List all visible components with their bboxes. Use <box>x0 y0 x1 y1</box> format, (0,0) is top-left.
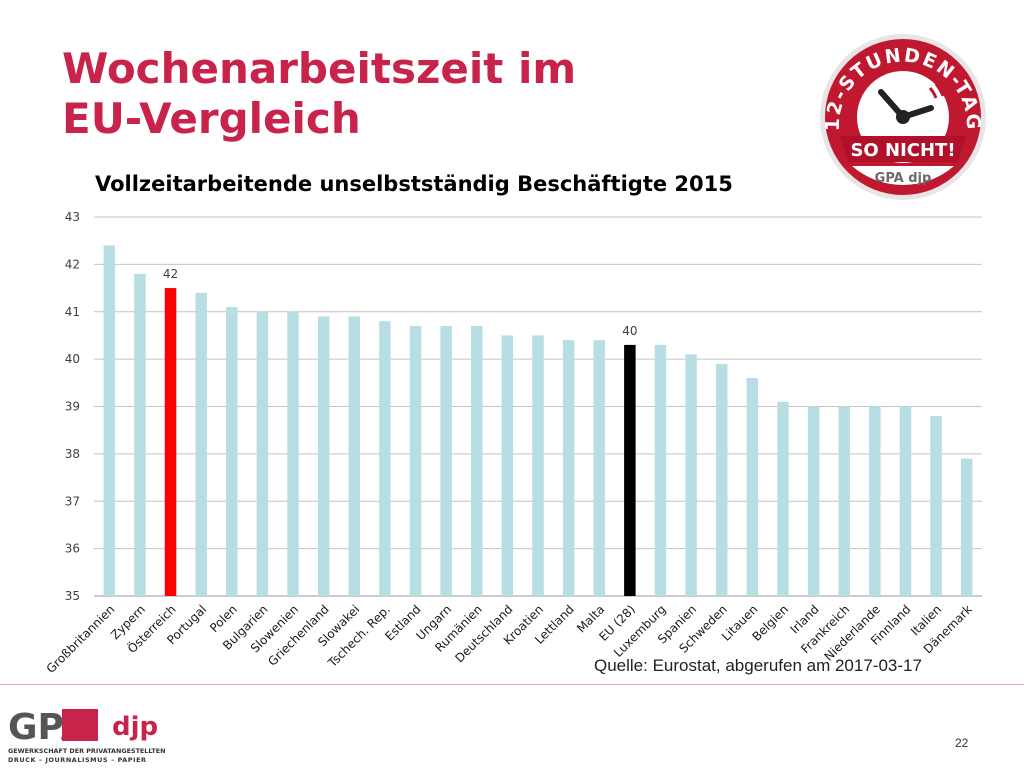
y-tick-label: 38 <box>65 447 80 461</box>
bar <box>348 316 361 596</box>
footer-divider <box>0 684 1024 685</box>
bar <box>256 311 269 596</box>
bar <box>624 344 636 596</box>
bar <box>471 325 483 596</box>
bar <box>164 288 177 596</box>
bar <box>685 354 697 596</box>
y-tick-label: 37 <box>65 494 80 508</box>
bar <box>899 406 912 596</box>
page-number: 22 <box>955 736 969 750</box>
bar <box>532 335 544 596</box>
chart-title: Vollzeitarbeitende unselbstständig Besch… <box>95 172 733 196</box>
slide-title-line2: EU-Vergleich <box>62 94 361 143</box>
12-stunden-tag-badge-logo: 12-STUNDEN-TAG SO NICHT! GPA djp <box>820 34 986 200</box>
bar <box>195 292 207 596</box>
bar <box>379 321 391 596</box>
gpa-djp-logo: GPA djp GEWERKSCHAFT DER PRIVATANGESTELL… <box>8 707 165 764</box>
bar <box>960 458 973 596</box>
bar <box>746 378 759 596</box>
logo-red-block <box>62 709 98 741</box>
bar <box>869 406 881 596</box>
badge-banner-text: SO NICHT! <box>850 140 955 161</box>
bar <box>838 406 850 596</box>
data-label: 42 <box>163 267 178 281</box>
y-tick-label: 39 <box>65 400 80 414</box>
bar <box>562 340 575 596</box>
y-tick-label: 36 <box>65 542 80 556</box>
bar <box>134 273 146 596</box>
y-tick-label: 40 <box>65 352 80 366</box>
badge-bottom-panel <box>852 166 954 185</box>
bar <box>317 316 330 596</box>
x-tick-label: Großbritannien <box>44 602 118 676</box>
bar <box>654 344 667 596</box>
bar <box>777 401 789 596</box>
bar <box>807 406 820 596</box>
logo-line1-text: GEWERKSCHAFT DER PRIVATANGESTELLTEN <box>8 747 165 755</box>
bar <box>409 325 422 596</box>
logo-djp-text: djp <box>112 712 158 742</box>
chart-source-note: Quelle: Eurostat, abgerufen am 2017-03-1… <box>594 656 922 675</box>
bar <box>930 415 942 596</box>
clock-icon <box>878 83 945 124</box>
bar <box>440 325 452 596</box>
y-tick-label: 41 <box>65 305 80 319</box>
bar <box>715 363 728 596</box>
bar <box>226 307 238 596</box>
bar <box>593 340 605 596</box>
y-tick-label: 42 <box>65 257 80 271</box>
y-tick-label: 43 <box>65 210 80 224</box>
slide-title-line1: Wochenarbeitszeit im <box>62 44 577 93</box>
bar <box>287 311 299 596</box>
badge-banner <box>840 136 966 162</box>
bar <box>103 245 116 597</box>
bar <box>501 335 514 596</box>
data-label: 40 <box>622 324 637 338</box>
slide-title: Wochenarbeitszeit im EU-Vergleich <box>62 44 702 144</box>
bar-chart: 353637383940414243GroßbritannienZypern42… <box>44 210 982 676</box>
logo-line2-text: DRUCK – JOURNALISMUS – PAPIER <box>8 756 147 764</box>
badge-gpa-djp-text: GPA djp <box>875 171 932 186</box>
y-tick-label: 35 <box>65 589 80 603</box>
